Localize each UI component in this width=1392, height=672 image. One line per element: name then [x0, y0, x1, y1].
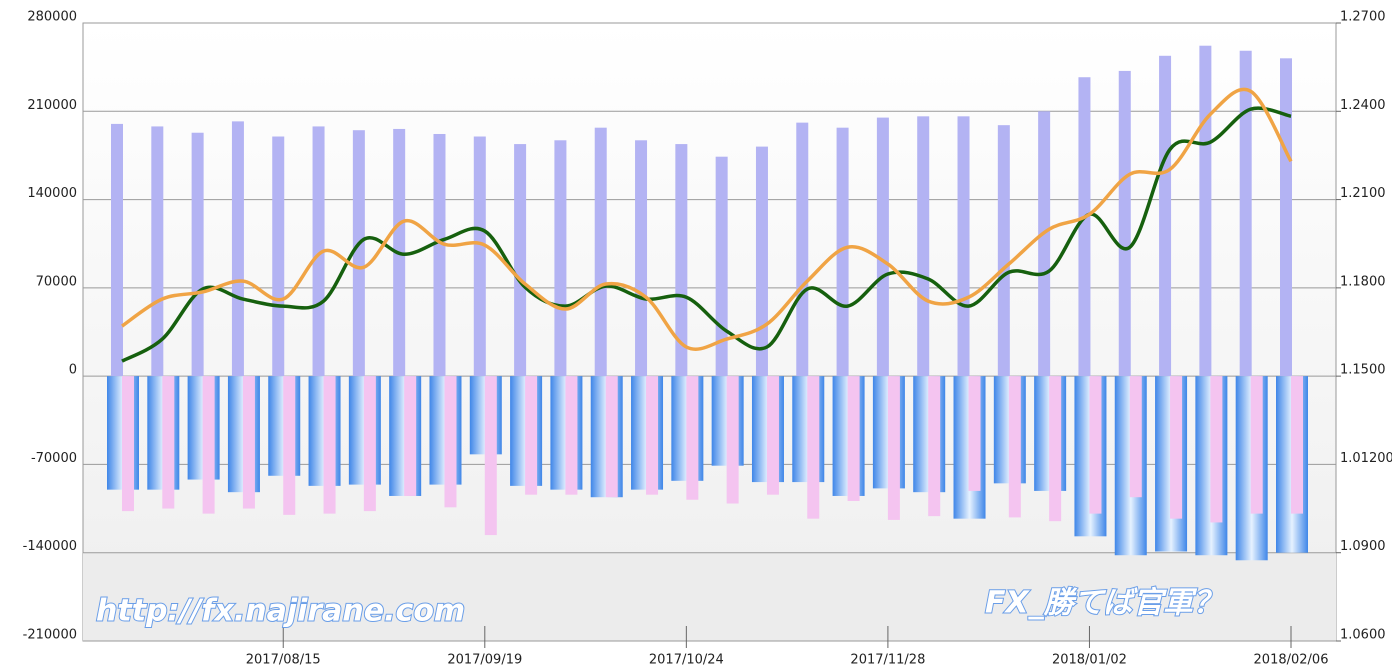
bar: [565, 376, 578, 495]
line: [121, 106, 1292, 363]
y-tick-label: 70000: [36, 274, 77, 289]
bar: [646, 376, 659, 495]
bar: [473, 136, 486, 377]
bar: [876, 117, 889, 377]
bar: [766, 376, 779, 495]
bar: [1170, 376, 1183, 519]
y2-tick-label: 1.0600: [1340, 628, 1386, 643]
bar: [272, 136, 285, 377]
x-tick-label: 2017/10/24: [649, 653, 724, 668]
bar: [1291, 376, 1303, 514]
bar: [1049, 376, 1062, 522]
bar: [796, 122, 809, 377]
bar: [433, 133, 446, 377]
bar: [1078, 77, 1091, 377]
bar: [887, 376, 900, 520]
bar: [404, 376, 417, 496]
y-tick-label: -70000: [31, 451, 77, 466]
bar: [525, 376, 538, 495]
bar: [1118, 70, 1131, 377]
labels: -210000 -140000 -70000 0 70000 140000 210000 28…: [23, 10, 1392, 668]
bar: [1038, 111, 1051, 377]
bar: [1239, 50, 1252, 377]
bar: [242, 376, 255, 509]
bar: [675, 144, 688, 377]
y-tick-label: -140000: [23, 539, 77, 554]
bar: [554, 140, 567, 377]
y-tick-label: 140000: [27, 186, 77, 201]
y-tick-label: 0: [69, 363, 77, 378]
bar: [363, 376, 376, 512]
bar: [1129, 376, 1142, 498]
watermark-title: FX_勝てば官軍？: [985, 586, 1223, 621]
y2-tick-label: 1.1500: [1340, 363, 1386, 378]
y2-tick-label: 1.1800: [1340, 274, 1386, 289]
plot-area: [82, 22, 1337, 642]
x-tick-label: 2017/08/15: [246, 653, 321, 668]
y-tick-label: 280000: [27, 10, 77, 25]
bar: [1159, 55, 1172, 377]
bar: [484, 376, 497, 536]
bar: [162, 376, 175, 509]
bar: [715, 156, 728, 377]
bar: [807, 376, 820, 519]
y-tick-label: -210000: [23, 628, 77, 643]
bar: [1089, 376, 1102, 514]
bar: [847, 376, 860, 502]
bar: [151, 126, 164, 377]
x-tick-label: 2018/02/06: [1254, 653, 1329, 668]
bar: [917, 116, 930, 377]
bar: [202, 376, 215, 514]
bar: [1199, 45, 1212, 377]
bar: [312, 126, 325, 377]
bar: [957, 116, 970, 377]
bar: [191, 132, 204, 377]
bar: [122, 376, 134, 512]
y2-tick-label: 1.0900: [1340, 539, 1386, 554]
bar: [1210, 376, 1223, 523]
bar: [686, 376, 699, 500]
bar: [997, 125, 1010, 377]
bar: [928, 376, 941, 517]
bar: [231, 121, 244, 377]
y2-stray-label: 1.01200: [1340, 451, 1392, 466]
y2-tick-label: 1.2400: [1340, 98, 1386, 113]
bar: [755, 146, 768, 377]
bar: [1250, 376, 1263, 514]
bar: [352, 130, 365, 377]
bar: [605, 376, 618, 498]
bar: [323, 376, 336, 514]
bar: [594, 127, 607, 377]
watermark-url: http://fx.najirane.com: [96, 594, 465, 629]
bar: [111, 123, 123, 377]
bar: [968, 376, 981, 491]
marks: [107, 45, 1308, 561]
y-tick-label: 210000: [27, 98, 77, 113]
bar: [635, 140, 648, 377]
bar: [444, 376, 457, 508]
x-tick-label: 2017/09/19: [447, 653, 522, 668]
bar: [514, 144, 527, 377]
lower-band: [83, 552, 1336, 641]
bar: [726, 376, 739, 504]
bar: [836, 127, 849, 377]
y2-tick-label: 1.2700: [1340, 10, 1386, 25]
bar: [283, 376, 296, 515]
bar: [1280, 58, 1292, 377]
y2-tick-label: 1.2100: [1340, 186, 1386, 201]
line: [121, 87, 1293, 351]
x-tick-label: 2017/11/28: [850, 653, 925, 668]
bar: [1008, 376, 1021, 518]
x-tick-label: 2018/01/02: [1052, 653, 1127, 668]
